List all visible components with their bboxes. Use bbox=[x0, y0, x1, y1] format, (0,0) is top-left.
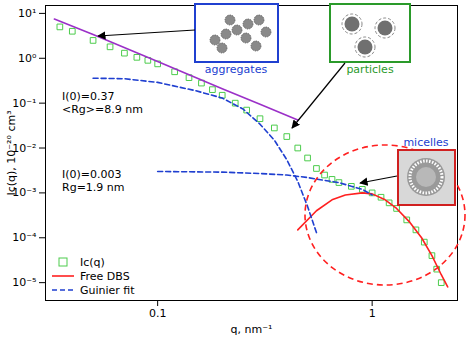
svg-text:Free DBS: Free DBS bbox=[80, 270, 130, 283]
svg-text:10⁰: 10⁰ bbox=[18, 52, 37, 65]
svg-text:10⁻¹: 10⁻¹ bbox=[12, 97, 36, 110]
svg-text:1: 1 bbox=[369, 307, 376, 320]
svg-text:0.1: 0.1 bbox=[149, 307, 167, 320]
svg-text:<Rg>=8.9 nm: <Rg>=8.9 nm bbox=[62, 103, 143, 116]
svg-text:Ic(q): Ic(q) bbox=[80, 256, 105, 269]
svg-text:10¹: 10¹ bbox=[18, 7, 36, 20]
svg-text:10⁻³: 10⁻³ bbox=[12, 186, 37, 200]
svg-text:Guinier fit: Guinier fit bbox=[80, 284, 135, 297]
svg-text:I(0)=0.003: I(0)=0.003 bbox=[62, 168, 122, 181]
svg-text:10⁻²: 10⁻² bbox=[12, 141, 37, 155]
svg-text:q, nm⁻¹: q, nm⁻¹ bbox=[231, 323, 273, 336]
svg-text:particles: particles bbox=[346, 63, 393, 76]
svg-text:aggregates: aggregates bbox=[205, 63, 268, 76]
svg-text:micelles: micelles bbox=[403, 136, 448, 149]
svg-text:Rg=1.9 nm: Rg=1.9 nm bbox=[62, 181, 125, 194]
svg-text:10⁻⁴: 10⁻⁴ bbox=[12, 231, 37, 244]
svg-text:Ic(q), 10⁻²⁰ cm³: Ic(q), 10⁻²⁰ cm³ bbox=[5, 110, 18, 195]
svg-text:I(0)=0.37: I(0)=0.37 bbox=[62, 90, 115, 103]
svg-text:10⁻⁵: 10⁻⁵ bbox=[12, 276, 36, 289]
